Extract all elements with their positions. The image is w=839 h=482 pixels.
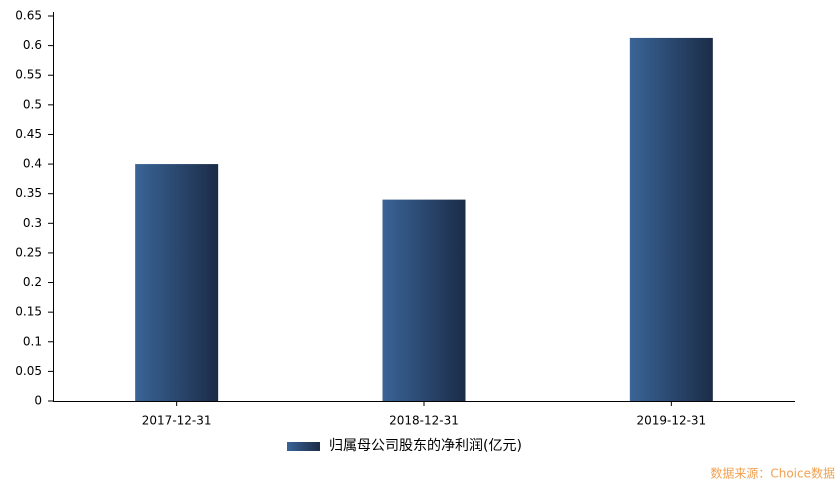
y-tick-label: 0.6 bbox=[23, 38, 42, 52]
y-tick-label: 0.05 bbox=[15, 364, 42, 378]
y-tick-label: 0.25 bbox=[15, 245, 42, 259]
bar bbox=[629, 37, 713, 402]
y-tick-label: 0 bbox=[34, 394, 42, 408]
y-tick-label: 0.35 bbox=[15, 186, 42, 200]
y-tick-label: 0.65 bbox=[15, 9, 42, 23]
y-tick-label: 0.55 bbox=[15, 68, 42, 82]
y-tick-label: 0.5 bbox=[23, 97, 42, 111]
legend-label: 归属母公司股东的净利润(亿元) bbox=[329, 437, 522, 454]
y-tick-label: 0.3 bbox=[23, 216, 42, 230]
source-note: 数据来源：Choice数据 bbox=[710, 466, 835, 481]
bar bbox=[135, 164, 219, 401]
x-tick-label: 2019-12-31 bbox=[636, 414, 706, 428]
y-tick-label: 0.2 bbox=[23, 275, 42, 289]
legend-swatch bbox=[287, 442, 320, 451]
bar bbox=[382, 199, 466, 401]
y-tick-label: 0.15 bbox=[15, 305, 42, 319]
y-tick-label: 0.1 bbox=[23, 334, 42, 348]
y-tick-label: 0.45 bbox=[15, 127, 42, 141]
y-tick-label: 0.4 bbox=[23, 157, 42, 171]
x-tick-label: 2018-12-31 bbox=[389, 414, 459, 428]
x-tick-label: 2017-12-31 bbox=[142, 414, 212, 428]
